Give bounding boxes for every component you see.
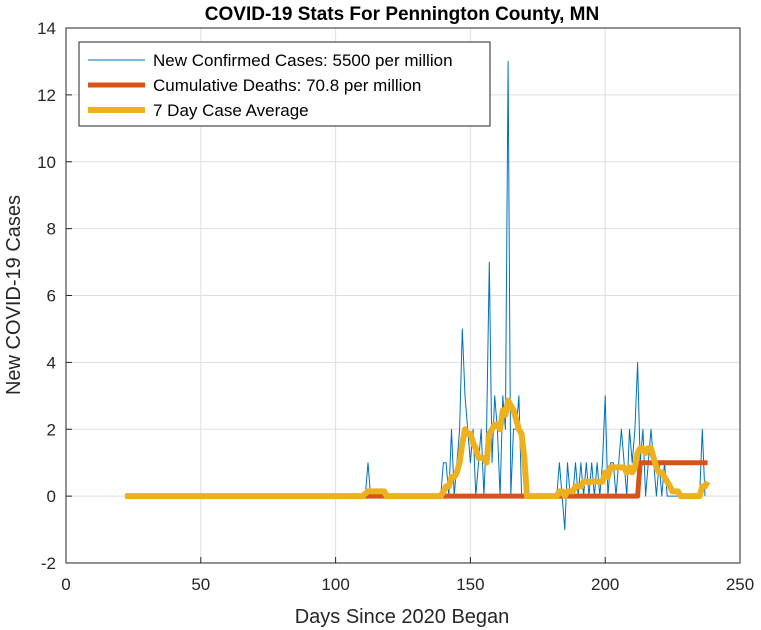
- y-tick-label: -2: [41, 554, 56, 573]
- legend-label-deaths: Cumulative Deaths: 70.8 per million: [153, 76, 421, 95]
- series-cumulative-deaths-line: [125, 460, 708, 499]
- series-7day-average-line: [125, 397, 711, 500]
- y-tick-label: 0: [47, 487, 56, 506]
- legend: New Confirmed Cases: 5500 per million Cu…: [78, 41, 491, 127]
- y-tick-label: 10: [37, 153, 56, 172]
- y-tick-label: 2: [47, 420, 56, 439]
- legend-box: [78, 41, 491, 127]
- x-tick-label: 200: [591, 575, 619, 594]
- chart-title: COVID-19 Stats For Pennington County, MN: [205, 4, 599, 25]
- x-axis-title: Days Since 2020 Began: [295, 606, 510, 628]
- x-tick-label: 100: [321, 575, 349, 594]
- series-layer: [125, 60, 711, 531]
- axis-ticks: 0 50 100 150 200 250 -2 0 2 4 6 8 10 12 14: [37, 19, 754, 594]
- y-tick-label: 6: [47, 287, 56, 306]
- x-tick-label: 150: [456, 575, 484, 594]
- y-tick-label: 12: [37, 86, 56, 105]
- legend-label-7day: 7 Day Case Average: [153, 101, 309, 120]
- x-tick-label: 0: [61, 575, 70, 594]
- y-tick-label: 4: [47, 353, 56, 372]
- legend-label-new-cases: New Confirmed Cases: 5500 per million: [153, 51, 453, 70]
- y-tick-label: 8: [47, 220, 56, 239]
- x-tick-label: 50: [191, 575, 210, 594]
- y-tick-label: 14: [37, 19, 56, 38]
- x-tick-label: 250: [726, 575, 754, 594]
- y-axis-title: New COVID-19 Cases: [3, 195, 25, 395]
